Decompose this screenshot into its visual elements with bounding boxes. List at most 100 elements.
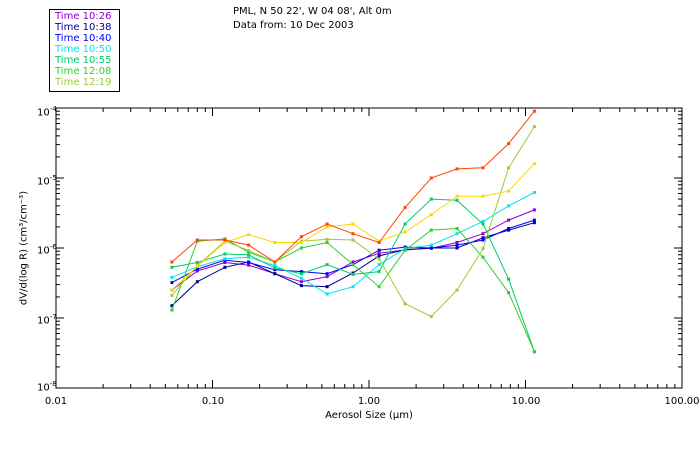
header-location: PML, N 50 22', W 04 08', Alt 0m	[233, 6, 392, 17]
data-point	[455, 246, 459, 250]
data-point	[403, 247, 407, 251]
data-point	[325, 222, 329, 226]
data-point	[429, 228, 433, 232]
legend-entry-1: Time 10:26	[55, 11, 112, 22]
data-point	[429, 246, 433, 250]
data-point	[351, 238, 355, 242]
data-point	[325, 237, 329, 241]
x-tick-label: 1.00	[357, 396, 381, 407]
series-4	[170, 191, 536, 296]
data-point	[299, 241, 303, 244]
series-layer	[170, 109, 536, 354]
data-point	[273, 272, 277, 276]
data-point	[195, 267, 199, 271]
data-point	[325, 225, 329, 229]
data-point	[299, 246, 303, 250]
data-point	[170, 260, 174, 264]
data-point	[195, 280, 199, 284]
y-tick-exp: -5	[49, 174, 57, 182]
data-point	[170, 281, 174, 285]
x-tick-label: 10.00	[511, 396, 541, 407]
data-point	[351, 285, 355, 289]
y-tick-label: 10-4	[37, 105, 57, 118]
data-point	[325, 275, 329, 279]
data-point	[377, 248, 381, 252]
data-point	[429, 315, 433, 318]
data-point	[403, 248, 407, 252]
header-date: Data from: 10 Dec 2003	[233, 20, 354, 31]
y-tick-label: 10-7	[37, 313, 57, 326]
legend-entry-3: Time 10:40	[55, 33, 112, 44]
data-point	[170, 304, 174, 308]
series-9	[170, 109, 536, 264]
data-point	[532, 218, 536, 222]
legend: Time 10:26 Time 10:38 Time 10:40 Time 10…	[49, 9, 120, 92]
data-point	[532, 208, 536, 212]
legend-entry-2: Time 10:38	[55, 22, 112, 33]
x-tick-label: 0.01	[44, 396, 68, 407]
data-point	[195, 269, 199, 273]
data-point	[299, 276, 303, 280]
data-point	[247, 261, 251, 264]
data-point	[195, 261, 199, 264]
data-point	[170, 275, 174, 279]
data-point	[247, 233, 251, 237]
y-tick-label: 10-5	[37, 174, 57, 187]
data-point	[247, 255, 251, 259]
data-point	[455, 288, 459, 292]
data-point	[532, 109, 536, 113]
data-point	[481, 222, 485, 226]
data-point	[170, 293, 174, 297]
data-point	[507, 189, 511, 193]
data-point	[247, 263, 251, 267]
legend-entry-5: Time 10:55	[55, 55, 112, 66]
data-point	[455, 243, 459, 247]
data-point	[273, 264, 277, 268]
data-point	[223, 238, 227, 242]
legend-entry-4: Time 10:50	[55, 44, 112, 55]
data-point	[377, 285, 381, 289]
data-point	[377, 241, 381, 244]
data-point	[299, 284, 303, 288]
data-point	[481, 232, 485, 236]
data-point	[455, 194, 459, 198]
y-tick-label: 10-6	[37, 243, 57, 256]
y-tick-base: 10	[37, 315, 50, 327]
data-point	[377, 263, 381, 267]
data-point	[481, 166, 485, 170]
data-point	[532, 162, 536, 166]
data-point	[377, 251, 381, 255]
y-tick-base: 10	[37, 176, 50, 188]
data-point	[351, 263, 355, 267]
data-point	[532, 191, 536, 194]
y-tick-exp: -6	[49, 243, 57, 251]
data-point	[223, 252, 227, 256]
x-tick-label: 100.00	[664, 396, 700, 407]
data-point	[247, 253, 251, 257]
x-tick-label: 0.10	[201, 396, 225, 407]
data-point	[507, 228, 511, 232]
data-point	[273, 268, 277, 272]
data-point	[429, 197, 433, 201]
data-point	[299, 272, 303, 276]
data-point	[481, 247, 485, 251]
y-tick-base: 10	[37, 382, 50, 394]
data-point	[481, 236, 485, 240]
series-1	[170, 208, 536, 292]
data-point	[532, 125, 536, 129]
data-point	[223, 241, 227, 244]
data-point	[195, 238, 199, 242]
data-point	[481, 219, 485, 223]
x-axis-label: Aerosol Size (μm)	[325, 410, 413, 421]
series-6	[170, 227, 536, 354]
data-point	[377, 270, 381, 274]
data-point	[223, 265, 227, 269]
data-point	[170, 265, 174, 269]
data-point	[299, 235, 303, 239]
data-point	[455, 241, 459, 244]
data-point	[325, 272, 329, 276]
data-point	[481, 238, 485, 242]
data-point	[507, 166, 511, 170]
legend-entry-6: Time 12:08	[55, 66, 112, 77]
